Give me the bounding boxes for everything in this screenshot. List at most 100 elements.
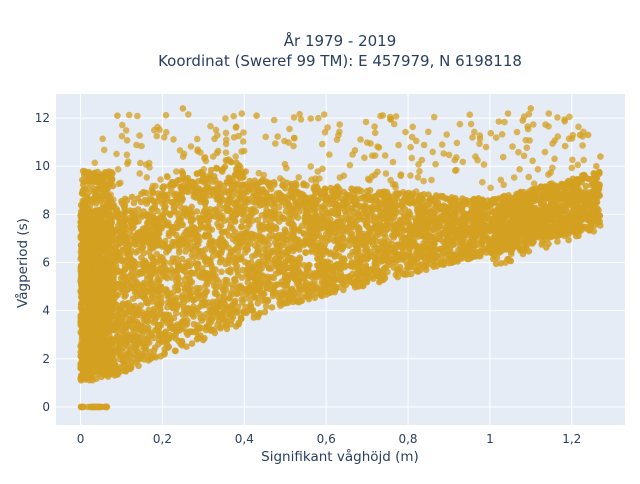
data-point (244, 234, 251, 241)
data-point (167, 212, 174, 219)
data-point (150, 189, 157, 196)
data-point (157, 332, 164, 339)
data-point (492, 232, 499, 239)
data-point (172, 348, 179, 355)
data-point (399, 224, 406, 231)
data-point (271, 181, 278, 188)
data-point (378, 201, 385, 208)
data-point (205, 223, 212, 230)
data-point (222, 243, 229, 250)
data-point (168, 188, 175, 195)
data-point (265, 280, 272, 287)
data-point (240, 191, 247, 198)
data-point (144, 336, 151, 343)
data-point (375, 267, 382, 274)
data-point (331, 275, 338, 282)
data-point (417, 195, 424, 202)
data-point (328, 249, 335, 256)
data-point (127, 366, 134, 373)
data-point (370, 242, 377, 249)
data-point (202, 205, 209, 212)
data-point (297, 287, 304, 294)
data-point (334, 219, 341, 226)
data-point (207, 257, 214, 264)
data-point (402, 214, 409, 221)
data-point (262, 297, 269, 304)
data-point (291, 291, 298, 298)
data-point (166, 233, 173, 240)
data-point (231, 276, 238, 283)
data-point (163, 339, 170, 346)
data-point (184, 317, 191, 324)
data-point (156, 303, 163, 310)
data-point (458, 226, 465, 233)
data-point (127, 317, 134, 324)
data-point (380, 277, 387, 284)
data-point (531, 186, 538, 193)
data-point (269, 259, 276, 266)
data-point (221, 205, 228, 212)
data-point (353, 186, 360, 193)
data-point (356, 272, 363, 279)
data-point (358, 195, 365, 202)
data-point (144, 326, 151, 333)
data-point (290, 262, 297, 269)
data-point (91, 404, 98, 411)
data-point (115, 327, 122, 334)
data-point (426, 255, 433, 262)
data-point (321, 276, 328, 283)
data-point (155, 323, 162, 330)
data-point (454, 204, 461, 211)
data-point (182, 265, 189, 272)
data-point (197, 249, 204, 256)
data-point (300, 180, 307, 187)
data-point (192, 260, 199, 267)
data-point (362, 233, 369, 240)
data-point (247, 240, 254, 247)
data-point (127, 272, 134, 279)
data-point (132, 341, 139, 348)
data-point (423, 262, 430, 269)
data-point (450, 227, 457, 234)
data-point (320, 204, 327, 211)
data-point (205, 232, 212, 239)
data-point (212, 207, 219, 214)
data-point (207, 319, 214, 326)
data-point (213, 165, 220, 172)
data-point (166, 244, 173, 251)
data-point (406, 253, 413, 260)
data-point (168, 224, 175, 231)
data-point (85, 404, 92, 411)
data-point (132, 263, 139, 270)
data-point (415, 206, 422, 213)
data-point (150, 228, 157, 235)
data-point (104, 404, 111, 411)
data-point (454, 257, 461, 264)
data-point (397, 219, 404, 226)
data-point (216, 186, 223, 193)
data-point (406, 208, 413, 215)
data-point (135, 269, 142, 276)
data-point (200, 193, 207, 200)
data-point (340, 234, 347, 241)
data-point (209, 327, 216, 334)
data-point (283, 208, 290, 215)
data-point (120, 280, 127, 287)
data-point (413, 249, 420, 256)
data-point (216, 304, 223, 311)
data-point (227, 290, 234, 297)
data-point (175, 287, 182, 294)
data-point (234, 290, 241, 297)
data-point (141, 281, 148, 288)
data-point (138, 352, 145, 359)
data-point (189, 340, 196, 347)
data-point (184, 227, 191, 234)
data-point (266, 233, 273, 240)
data-point (244, 199, 251, 206)
data-point (276, 269, 283, 276)
data-point (370, 204, 377, 211)
data-point (518, 189, 525, 196)
data-point (219, 168, 226, 175)
data-point (280, 215, 287, 222)
